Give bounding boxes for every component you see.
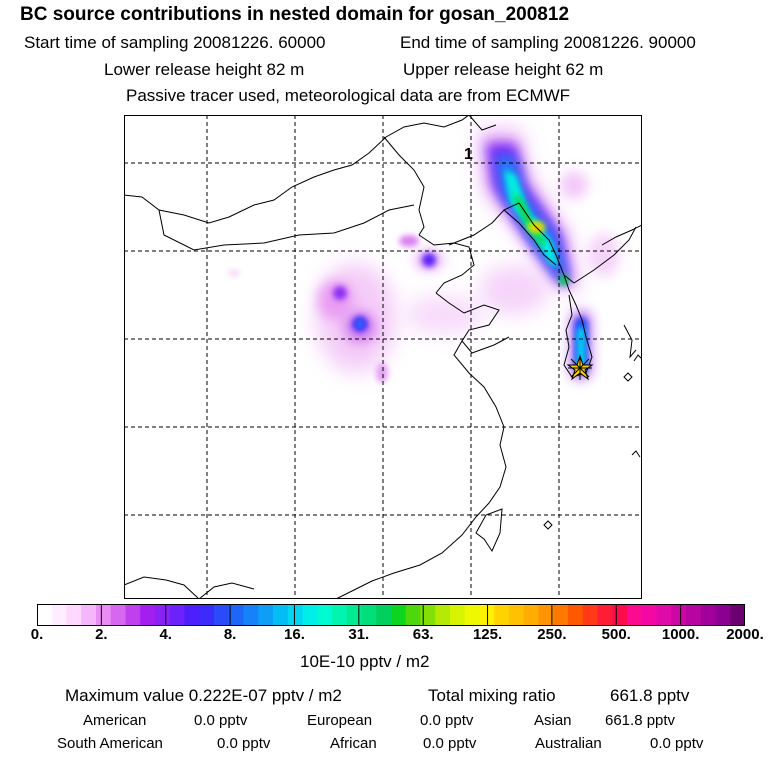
lower-height-label: Lower release height 82 m bbox=[104, 60, 305, 79]
colorbar-cell bbox=[125, 604, 141, 626]
colorbar bbox=[37, 604, 745, 626]
region-value: 0.0 pptv bbox=[650, 735, 704, 752]
end-time-label: End time of sampling 20081226. 90000 bbox=[400, 33, 696, 52]
colorbar-cell bbox=[258, 604, 274, 626]
colorbar-cell bbox=[641, 604, 658, 626]
colorbar-cell bbox=[332, 604, 348, 626]
colorbar-cell bbox=[346, 604, 363, 626]
colorbar-units: 10E-10 pptv / m2 bbox=[300, 652, 430, 671]
colorbar-tick-label: 125. bbox=[472, 626, 503, 643]
colorbar-tick-label: 16. bbox=[284, 626, 305, 643]
colorbar-cell bbox=[199, 604, 215, 626]
lat-lon-grid bbox=[124, 115, 642, 599]
colorbar-cell bbox=[214, 604, 230, 626]
region-value: 0.0 pptv bbox=[420, 712, 474, 729]
colorbar-tick-label: 31. bbox=[348, 626, 370, 643]
colorbar-tick-label: 0. bbox=[30, 626, 44, 643]
region-name: American bbox=[83, 712, 147, 729]
colorbar-cell bbox=[656, 604, 672, 626]
region-name: Asian bbox=[534, 712, 572, 729]
region-value: 0.0 pptv bbox=[217, 735, 271, 752]
colorbar-cell bbox=[51, 604, 68, 626]
colorbar-cell bbox=[435, 604, 451, 626]
colorbar-cell bbox=[391, 604, 407, 626]
colorbar-cell bbox=[420, 604, 436, 626]
colorbar-cell bbox=[155, 604, 171, 626]
max-value-label: Maximum value 0.222E-07 pptv / m2 bbox=[65, 686, 342, 705]
colorbar-cell bbox=[730, 604, 745, 626]
source-contribution-map: 1 bbox=[124, 115, 642, 599]
region-name: European bbox=[307, 712, 373, 729]
colorbar-tick-label: 1000. bbox=[661, 626, 700, 643]
colorbar-cell bbox=[228, 604, 245, 626]
region-name: Australian bbox=[535, 735, 602, 752]
colorbar-cell bbox=[700, 604, 717, 626]
colorbar-tick-label: 500. bbox=[601, 626, 631, 643]
upper-height-label: Upper release height 62 m bbox=[403, 60, 604, 79]
colorbar-cell bbox=[715, 604, 731, 626]
tracer-note: Passive tracer used, meteorological data… bbox=[126, 86, 571, 105]
colorbar-cell bbox=[66, 604, 82, 626]
colorbar-cell bbox=[361, 604, 377, 626]
colorbar-cell bbox=[37, 604, 53, 626]
colorbar-cell bbox=[81, 604, 97, 626]
region-name: South American bbox=[57, 735, 163, 752]
colorbar-cell bbox=[287, 604, 304, 626]
colorbar-cell bbox=[612, 604, 628, 626]
colorbar-tick-label: 8. bbox=[223, 626, 237, 643]
colorbar-tick-label: 2. bbox=[95, 626, 108, 643]
colorbar-cell bbox=[494, 604, 510, 626]
country-borders bbox=[158, 136, 557, 266]
colorbar-frame bbox=[37, 604, 745, 626]
region-value: 0.0 pptv bbox=[423, 735, 477, 752]
start-time-label: Start time of sampling 20081226. 60000 bbox=[24, 33, 326, 52]
colorbar-cell bbox=[597, 604, 613, 626]
colorbar-cell bbox=[464, 604, 481, 626]
inland-plume bbox=[228, 171, 620, 383]
map-frame bbox=[124, 115, 642, 599]
region-value: 661.8 pptv bbox=[605, 712, 676, 729]
colorbar-cell bbox=[140, 604, 156, 626]
colorbar-cell bbox=[568, 604, 584, 626]
colorbar-cell bbox=[509, 604, 525, 626]
colorbar-cell bbox=[538, 604, 554, 626]
colorbar-cell bbox=[317, 604, 333, 626]
colorbar-tick-label: 2000. bbox=[726, 626, 764, 643]
korea-plume bbox=[570, 310, 592, 380]
plot-title: BC source contributions in nested domain… bbox=[20, 4, 570, 25]
colorbar-tick-label: 63. bbox=[412, 626, 434, 643]
total-mixing-value: 661.8 pptv bbox=[610, 686, 690, 705]
region-name: African bbox=[330, 735, 377, 752]
colorbar-cell bbox=[376, 604, 392, 626]
colorbar-cell bbox=[671, 604, 687, 626]
total-mixing-label: Total mixing ratio bbox=[428, 686, 556, 705]
colorbar-cell bbox=[450, 604, 466, 626]
colorbar-cell bbox=[169, 604, 186, 626]
colorbar-cell bbox=[553, 604, 569, 626]
colorbar-cell bbox=[686, 604, 702, 626]
receptor-star-icon bbox=[566, 354, 594, 381]
colorbar-cell bbox=[523, 604, 540, 626]
colorbar-tick-label: 4. bbox=[159, 626, 172, 643]
colorbar-cell bbox=[627, 604, 643, 626]
colorbar-cell bbox=[243, 604, 259, 626]
region-value: 0.0 pptv bbox=[194, 712, 248, 729]
colorbar-cell bbox=[184, 604, 200, 626]
coastlines bbox=[124, 115, 642, 599]
release-marker-label: 1 bbox=[464, 146, 473, 163]
colorbar-cell bbox=[582, 604, 599, 626]
colorbar-cell bbox=[273, 604, 289, 626]
colorbar-cell bbox=[110, 604, 127, 626]
colorbar-tick-label: 250. bbox=[537, 626, 567, 643]
colorbar-cell bbox=[302, 604, 318, 626]
colorbar-cell bbox=[96, 604, 112, 626]
colorbar-cell bbox=[405, 604, 422, 626]
